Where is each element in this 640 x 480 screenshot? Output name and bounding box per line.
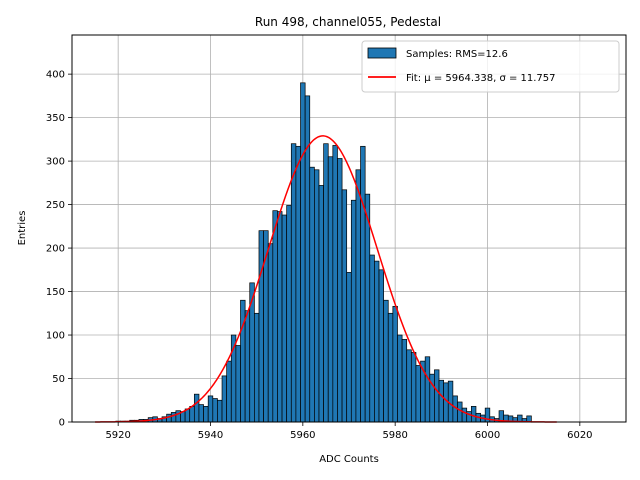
y-tick-label: 300 xyxy=(46,157,65,168)
histogram-bar xyxy=(415,365,421,423)
histogram-bar xyxy=(221,375,228,423)
x-tick-label: 6020 xyxy=(567,430,592,441)
histogram-bar xyxy=(369,254,375,423)
histogram-bar xyxy=(254,312,260,423)
histogram-bar xyxy=(346,272,352,423)
histogram-bar xyxy=(374,260,380,423)
histogram-bar xyxy=(438,379,444,423)
histogram-bar xyxy=(189,405,195,423)
histogram-bar xyxy=(217,399,223,423)
histogram-bar xyxy=(272,210,278,423)
histogram-bar xyxy=(397,334,403,423)
histogram-bar xyxy=(383,299,389,423)
x-tick-label: 5960 xyxy=(290,430,315,441)
histogram-bar xyxy=(378,269,384,423)
histogram-bar xyxy=(401,339,408,423)
x-tick-label: 6000 xyxy=(475,430,500,441)
histogram-bar xyxy=(267,243,274,423)
legend-label-fit: Fit: μ = 5964.338, σ = 11.757 xyxy=(406,73,556,84)
legend-swatch-samples xyxy=(367,47,397,59)
y-tick-label: 50 xyxy=(52,374,65,385)
histogram-bar xyxy=(240,299,246,423)
x-tick-label: 5920 xyxy=(105,430,130,441)
histogram-bar xyxy=(327,156,334,423)
histogram-bar xyxy=(290,143,297,423)
chart-title: Run 498, channel055, Pedestal xyxy=(255,15,441,29)
y-axis-label: Entries xyxy=(17,211,28,246)
histogram-bar xyxy=(295,145,301,423)
histogram-bar xyxy=(309,166,315,423)
x-axis-label: ADC Counts xyxy=(319,454,379,465)
histogram-bar xyxy=(314,169,320,423)
x-tick-label: 5940 xyxy=(198,430,223,441)
histogram-bar xyxy=(235,345,241,423)
x-axis-ticks: 5920 5940 5960 5980 6000 6020 xyxy=(105,422,593,441)
histogram-bars xyxy=(115,82,532,423)
histogram-bar xyxy=(360,145,366,423)
plot-frame xyxy=(71,34,627,423)
histogram-bar xyxy=(461,407,468,423)
histogram-bar xyxy=(341,189,348,423)
histogram-bar xyxy=(258,230,264,423)
histogram-bar xyxy=(410,352,417,423)
histogram-bar xyxy=(364,193,371,423)
histogram-bar xyxy=(337,158,343,423)
legend-label-samples: Samples: RMS=12.6 xyxy=(406,49,508,60)
histogram-bar xyxy=(434,369,440,423)
histogram-bar xyxy=(277,211,283,423)
histogram-bar xyxy=(387,312,394,423)
x-tick-label: 5980 xyxy=(382,430,407,441)
histogram-bar xyxy=(281,214,288,423)
y-tick-label: 100 xyxy=(46,331,65,342)
y-tick-label: 200 xyxy=(46,244,65,255)
histogram-bar xyxy=(226,360,232,423)
histogram-bar xyxy=(300,82,306,423)
histogram-bar xyxy=(447,380,454,423)
y-tick-label: 400 xyxy=(46,70,65,81)
histogram-bar xyxy=(203,405,209,423)
grid-lines xyxy=(72,35,626,423)
histogram-bar xyxy=(198,404,204,423)
histogram-bar xyxy=(323,143,329,423)
histogram-bar xyxy=(207,395,214,423)
histogram-bar xyxy=(406,349,412,423)
histogram-bar xyxy=(193,393,200,423)
histogram-bar xyxy=(170,412,177,423)
histogram-bar xyxy=(392,305,398,423)
legend-box xyxy=(361,40,620,93)
legend: Samples: RMS=12.6 Fit: μ = 5964.338, σ =… xyxy=(361,40,620,93)
histogram-bar xyxy=(286,205,292,423)
histogram-bar xyxy=(355,169,361,423)
y-tick-label: 350 xyxy=(46,113,65,124)
y-axis-ticks: 0 50 100 150 200 250 300 350 400 xyxy=(46,70,72,429)
y-tick-label: 250 xyxy=(46,200,65,211)
y-tick-label: 0 xyxy=(59,418,65,429)
histogram-bar xyxy=(457,401,463,423)
y-tick-label: 150 xyxy=(46,287,65,298)
histogram-bar xyxy=(166,413,172,423)
histogram-bar xyxy=(318,185,324,423)
histogram-bar xyxy=(212,398,218,423)
histogram-bar xyxy=(332,145,338,423)
fit-curve xyxy=(95,135,557,423)
histogram-bar xyxy=(244,310,251,423)
histogram-bar xyxy=(350,199,357,423)
histogram-bar xyxy=(424,356,431,423)
histogram-bar xyxy=(470,405,477,423)
